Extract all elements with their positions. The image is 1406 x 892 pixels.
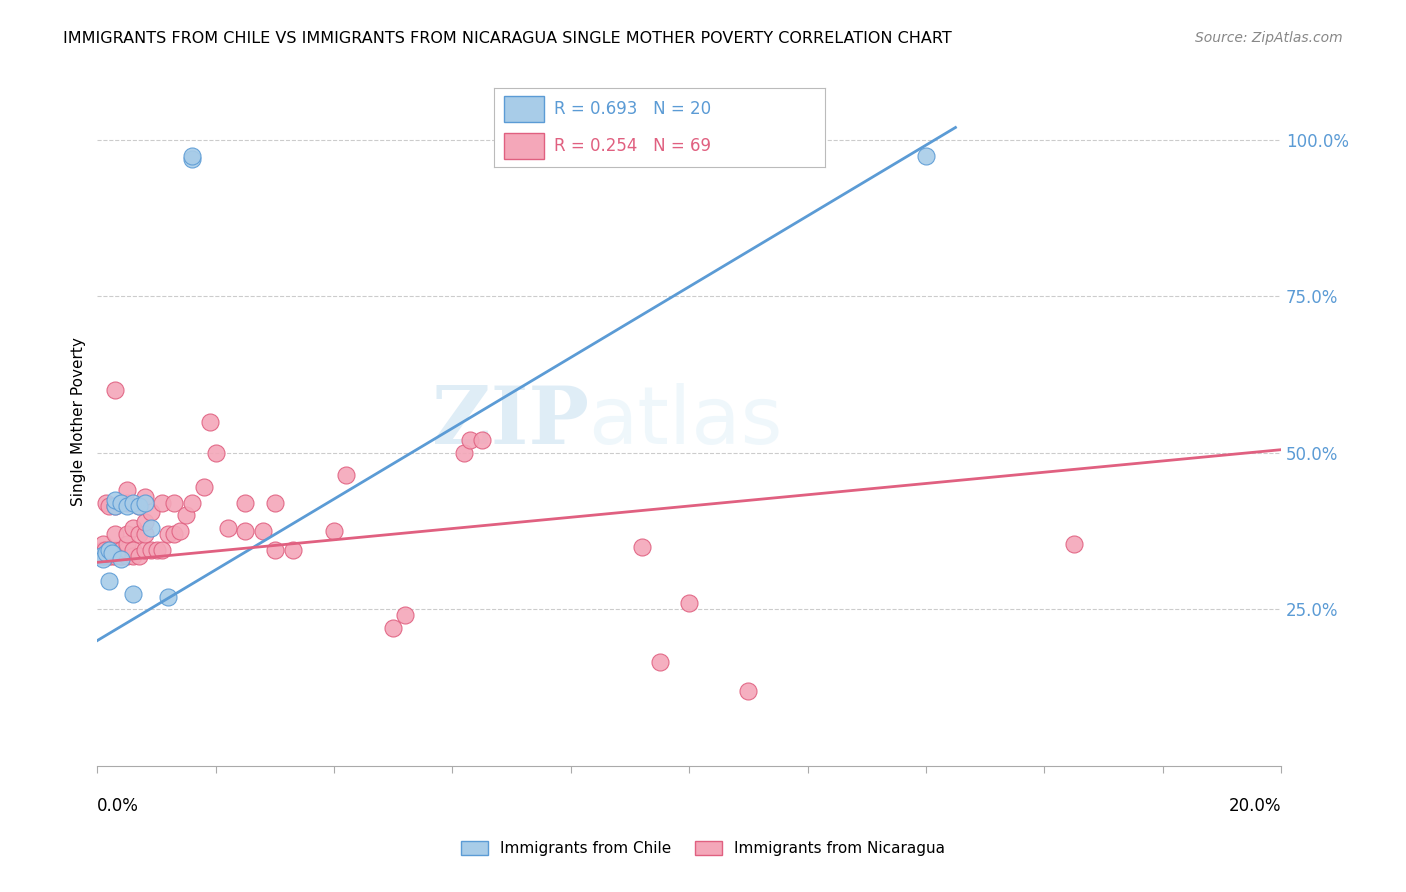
Point — [458, 434, 481, 448]
Point — [121, 586, 143, 600]
Point — [139, 521, 162, 535]
Point — [104, 542, 127, 557]
Point — [115, 536, 138, 550]
Point — [134, 527, 156, 541]
Point — [93, 549, 115, 563]
Point — [98, 546, 121, 560]
Point — [139, 542, 162, 557]
Point — [104, 384, 127, 398]
Point — [128, 499, 150, 513]
Point — [121, 496, 143, 510]
Point — [181, 148, 204, 162]
Point — [101, 546, 124, 560]
Y-axis label: Single Mother Poverty: Single Mother Poverty — [72, 337, 86, 506]
Point — [181, 152, 204, 166]
Point — [121, 549, 143, 563]
Point — [174, 508, 197, 523]
Point — [233, 524, 256, 538]
Point — [115, 499, 138, 513]
Point — [98, 549, 121, 563]
Point — [678, 596, 700, 610]
Point — [139, 505, 162, 519]
Text: atlas: atlas — [589, 383, 783, 460]
Point — [152, 496, 174, 510]
Point — [110, 542, 132, 557]
Point — [104, 492, 127, 507]
Point — [115, 549, 138, 563]
Point — [115, 527, 138, 541]
Point — [104, 499, 127, 513]
Point — [96, 496, 118, 510]
Point — [134, 496, 156, 510]
Text: 0.0%: 0.0% — [97, 797, 139, 814]
Point — [453, 446, 475, 460]
Point — [110, 549, 132, 563]
Point — [252, 524, 274, 538]
Point — [91, 536, 114, 550]
Text: 20.0%: 20.0% — [1229, 797, 1281, 814]
Point — [96, 546, 118, 560]
Point — [217, 521, 239, 535]
Point — [128, 499, 150, 513]
Point — [169, 524, 191, 538]
Point — [394, 608, 416, 623]
Point — [471, 434, 494, 448]
Point — [204, 446, 226, 460]
Point — [110, 496, 132, 510]
Point — [104, 499, 127, 513]
Point — [630, 540, 652, 554]
Point — [98, 574, 121, 588]
Point — [98, 542, 121, 557]
Legend: Immigrants from Chile, Immigrants from Nicaragua: Immigrants from Chile, Immigrants from N… — [454, 835, 952, 862]
Point — [110, 496, 132, 510]
Point — [121, 521, 143, 535]
Point — [101, 549, 124, 563]
Point — [157, 527, 180, 541]
Point — [193, 480, 215, 494]
Point — [91, 542, 114, 557]
Point — [128, 549, 150, 563]
Point — [134, 542, 156, 557]
Text: Source: ZipAtlas.com: Source: ZipAtlas.com — [1195, 31, 1343, 45]
Point — [121, 542, 143, 557]
Point — [90, 549, 112, 563]
Point — [91, 552, 114, 566]
Point — [134, 490, 156, 504]
Point — [115, 496, 138, 510]
Point — [104, 549, 127, 563]
Point — [181, 496, 204, 510]
Text: ZIP: ZIP — [432, 383, 589, 460]
Point — [115, 483, 138, 498]
Point — [128, 527, 150, 541]
Point — [915, 148, 938, 162]
Point — [115, 542, 138, 557]
Point — [152, 542, 174, 557]
Point — [110, 549, 132, 563]
Point — [323, 524, 346, 538]
Point — [382, 621, 405, 635]
Point — [281, 542, 304, 557]
Point — [98, 542, 121, 557]
Point — [163, 496, 186, 510]
Point — [264, 496, 287, 510]
Point — [648, 656, 671, 670]
Point — [1063, 536, 1085, 550]
Point — [264, 542, 287, 557]
Point — [335, 467, 357, 482]
Point — [145, 542, 167, 557]
Text: IMMIGRANTS FROM CHILE VS IMMIGRANTS FROM NICARAGUA SINGLE MOTHER POVERTY CORRELA: IMMIGRANTS FROM CHILE VS IMMIGRANTS FROM… — [63, 31, 952, 46]
Point — [233, 496, 256, 510]
Point — [110, 552, 132, 566]
Point — [163, 527, 186, 541]
Point — [91, 549, 114, 563]
Point — [157, 590, 180, 604]
Point — [198, 415, 221, 429]
Point — [98, 499, 121, 513]
Point — [94, 542, 117, 557]
Point — [737, 683, 759, 698]
Point — [104, 527, 127, 541]
Point — [134, 515, 156, 529]
